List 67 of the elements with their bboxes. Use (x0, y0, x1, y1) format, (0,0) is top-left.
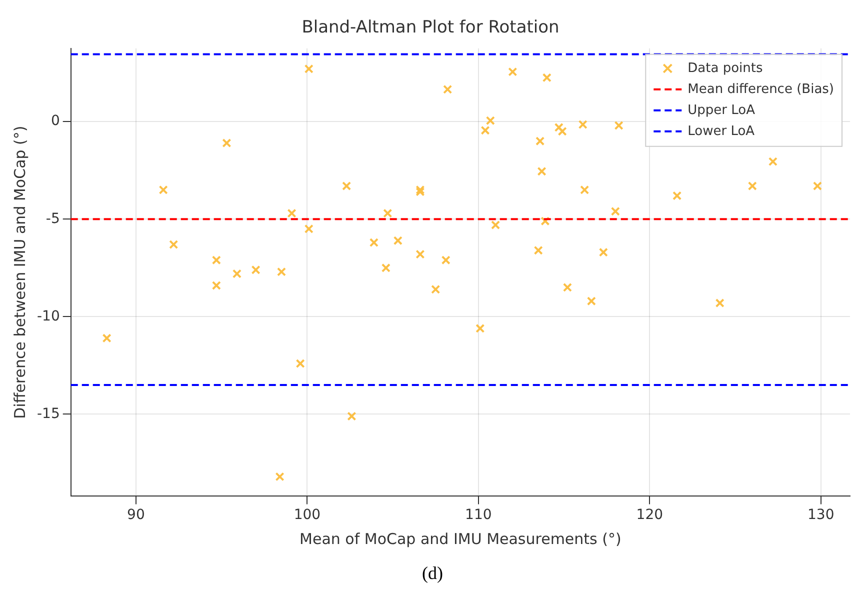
point (715, 298, 724, 308)
x-tick-label: 100 (294, 507, 321, 524)
point (304, 224, 314, 234)
point (381, 263, 390, 272)
point (672, 191, 682, 200)
point (540, 216, 550, 226)
point (491, 220, 500, 230)
point (812, 181, 822, 190)
point (169, 240, 178, 250)
y-tick-label: -5 (46, 210, 60, 227)
text: (d) (421, 563, 444, 584)
point (558, 126, 567, 136)
point (275, 472, 284, 482)
point (383, 208, 392, 218)
point (443, 84, 452, 94)
point (276, 267, 286, 276)
legend-label: Lower LoA (688, 124, 755, 139)
point (586, 296, 596, 306)
point (342, 181, 352, 190)
point (598, 248, 608, 257)
point (287, 208, 296, 218)
point (296, 358, 305, 368)
point (480, 126, 490, 135)
point (441, 256, 450, 265)
point (102, 334, 112, 343)
point (476, 324, 485, 333)
point (369, 238, 378, 248)
point (614, 120, 624, 130)
point (158, 185, 168, 194)
point (580, 185, 590, 194)
point (251, 265, 260, 274)
x-axis-title: Mean of MoCap and IMU Measurements (°) (300, 530, 622, 548)
y-axis-title: Difference between IMU and MoCap (°) (10, 126, 29, 419)
y-tick-label: 0 (50, 113, 60, 130)
point (416, 250, 425, 259)
x-tick-label: 110 (465, 507, 492, 524)
point (554, 122, 564, 132)
point (610, 206, 620, 216)
point (486, 116, 495, 126)
point (534, 246, 543, 255)
point (431, 284, 440, 294)
x-tick-label: 120 (636, 507, 664, 524)
chart-title: Bland-Altman Plot for Rotation (302, 18, 560, 38)
x-tick-label: 90 (127, 507, 145, 524)
point (542, 73, 552, 82)
legend-label: Data points (688, 60, 763, 76)
point (347, 412, 356, 421)
point (212, 280, 221, 290)
point (304, 64, 314, 74)
legend-label: Mean difference (Bias) (688, 82, 834, 97)
point (508, 67, 518, 76)
point (536, 136, 545, 146)
point (768, 157, 778, 166)
legend-label: Upper LoA (688, 102, 756, 118)
y-tick-label: -10 (36, 308, 60, 324)
point (232, 269, 242, 278)
y-tick-label: -15 (36, 406, 60, 422)
point (393, 236, 402, 246)
point (212, 256, 221, 265)
point (578, 120, 588, 130)
point (748, 181, 757, 190)
point (562, 282, 572, 292)
x-tick-label: 130 (808, 507, 834, 524)
point (537, 166, 546, 176)
point (222, 138, 232, 148)
point (416, 187, 425, 196)
point (416, 185, 425, 194)
